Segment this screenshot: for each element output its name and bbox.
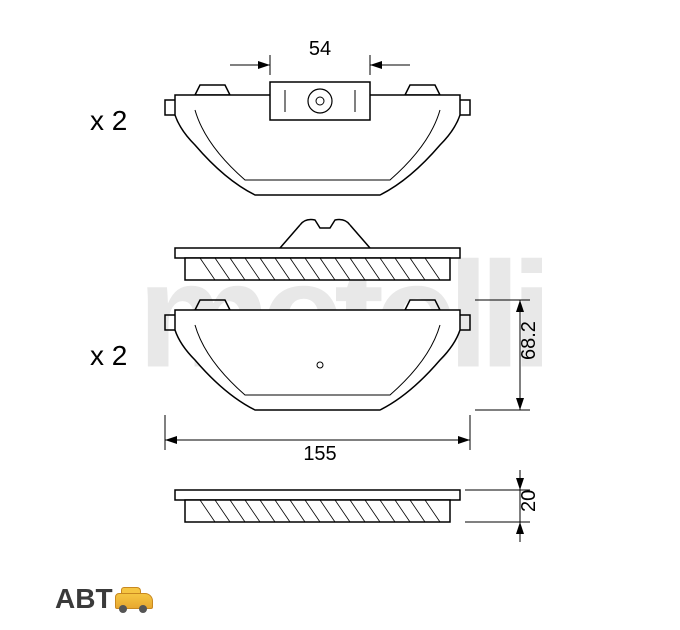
inner-brake-pad	[165, 300, 470, 410]
svg-text:155: 155	[303, 443, 336, 465]
dimension-width: 155	[165, 415, 470, 465]
outer-pad-side-view	[175, 220, 460, 280]
site-logo: ABT	[55, 583, 155, 615]
svg-text:20: 20	[518, 490, 540, 512]
svg-text:54: 54	[309, 38, 331, 60]
car-icon	[115, 587, 155, 611]
inner-pad-quantity: x 2	[90, 340, 127, 372]
dimension-sensor-width: 54	[230, 38, 410, 75]
svg-text:68.2: 68.2	[518, 321, 540, 360]
dimension-thickness: 20	[465, 470, 540, 542]
outer-pad-quantity: x 2	[90, 105, 127, 137]
outer-brake-pad	[165, 82, 470, 195]
inner-pad-side-view	[175, 490, 460, 522]
brake-pad-diagram: 54	[0, 0, 680, 630]
dimension-height: 68.2	[475, 300, 540, 410]
logo-text: ABT	[55, 583, 113, 615]
